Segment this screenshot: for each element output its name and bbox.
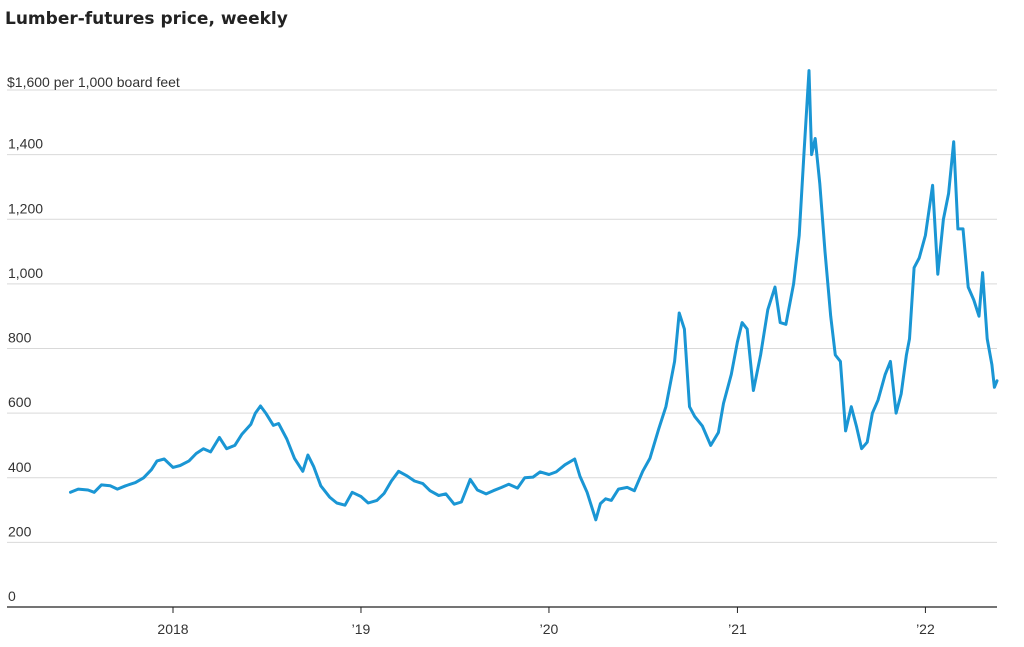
- y-tick-label: 1,000: [8, 265, 43, 281]
- y-tick-label: 1,400: [8, 136, 43, 152]
- x-tick-label: ’20: [540, 621, 559, 637]
- y-tick-label: 400: [8, 459, 32, 475]
- x-tick-label: 2018: [157, 621, 188, 637]
- series-line-lumber-price: [69, 69, 999, 522]
- y-tick-label: 600: [8, 394, 32, 410]
- x-tick-label: ’19: [352, 621, 371, 637]
- y-tick-label: 800: [8, 330, 32, 346]
- y-tick-label: 0: [8, 588, 16, 604]
- y-axis-tick-labels: 0 200 400 600 800 1,000 1,200 1,400: [8, 136, 43, 604]
- x-tick-label: ’22: [916, 621, 935, 637]
- chart-title: Lumber-futures price, weekly: [5, 9, 288, 29]
- y-axis-unit-label: $1,600 per 1,000 board feet: [7, 74, 180, 90]
- y-tick-label: 1,200: [8, 200, 43, 216]
- gridlines: [7, 89, 997, 543]
- x-tick-label: ’21: [728, 621, 747, 637]
- y-tick-label: 200: [8, 523, 32, 539]
- x-axis-ticks: 2018 ’19 ’20 ’21 ’22: [157, 607, 935, 637]
